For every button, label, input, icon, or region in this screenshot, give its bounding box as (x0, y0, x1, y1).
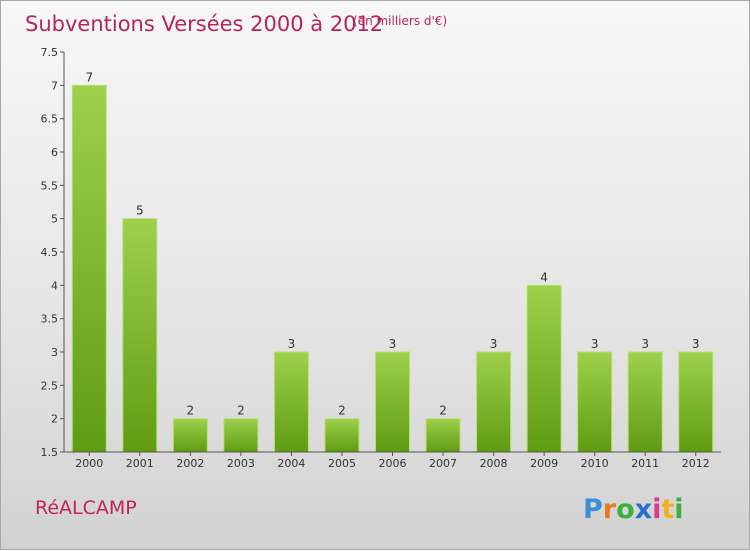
bar-2009 (526, 284, 562, 453)
x-tick-label-2005: 2005 (328, 457, 356, 470)
value-label-2011: 3 (641, 337, 649, 351)
logo-letter: o (616, 494, 635, 525)
value-label-2006: 3 (389, 337, 397, 351)
value-label-2008: 3 (490, 337, 498, 351)
value-label-2005: 2 (338, 404, 346, 418)
y-tick-label: 2 (51, 413, 58, 426)
y-tick-label: 7 (51, 79, 58, 92)
value-label-2000: 7 (85, 70, 93, 84)
value-label-2010: 3 (591, 337, 599, 351)
x-tick-label-2001: 2001 (126, 457, 154, 470)
bar-2001 (122, 218, 158, 453)
x-tick-label-2009: 2009 (530, 457, 558, 470)
x-axis: 2000 2001 2002 2003 2004 2005 2006 2007 2008 2009… (64, 451, 721, 470)
bars: 7 5 2 2 3 2 3 2 3 4 3 3 3 (71, 70, 714, 453)
bar-2012 (678, 351, 714, 453)
y-tick-label: 6.5 (41, 113, 59, 126)
bar-2004 (273, 351, 309, 453)
chart-title: Subventions Versées 2000 à 2012 (25, 12, 383, 36)
bar-2010 (577, 351, 613, 453)
value-label-2002: 2 (187, 404, 195, 418)
x-tick-label-2011: 2011 (631, 457, 659, 470)
y-axis: 1.5 2 2.5 3 3.5 4 4.5 5 5.5 6 6.5 7 7.5 (41, 46, 65, 459)
x-tick-label-2006: 2006 (379, 457, 407, 470)
x-tick-label-2012: 2012 (682, 457, 710, 470)
value-label-2001: 5 (136, 204, 144, 218)
value-label-2003: 2 (237, 404, 245, 418)
value-label-2009: 4 (540, 270, 548, 284)
logo-letter: x (635, 494, 652, 525)
bar-2002 (172, 418, 208, 453)
y-tick-label: 7.5 (41, 46, 59, 59)
bar-2005 (324, 418, 360, 453)
chart-subtitle: (en milliers d'€) (353, 14, 447, 28)
y-tick-label: 4 (51, 279, 58, 292)
y-tick-label: 5 (51, 213, 58, 226)
bar-2011 (627, 351, 663, 453)
bar-2008 (476, 351, 512, 453)
x-tick-label-2003: 2003 (227, 457, 255, 470)
y-tick-label: 2.5 (41, 379, 59, 392)
value-label-2004: 3 (288, 337, 296, 351)
x-tick-label-2007: 2007 (429, 457, 457, 470)
y-tick-label: 5.5 (41, 179, 59, 192)
logo-letter: i (652, 494, 661, 525)
logo-letter: P (583, 494, 603, 525)
value-label-2012: 3 (692, 337, 700, 351)
proxiti-logo: Proxiti (583, 494, 684, 525)
bar-2007 (425, 418, 461, 453)
logo-letter: t (661, 494, 674, 525)
x-tick-label-2002: 2002 (176, 457, 204, 470)
bar-2006 (375, 351, 410, 453)
y-tick-label: 6 (51, 146, 58, 159)
value-label-2007: 2 (439, 404, 447, 418)
x-tick-label-2008: 2008 (480, 457, 508, 470)
y-tick-label: 1.5 (41, 446, 59, 459)
bar-2003 (223, 418, 259, 453)
logo-letter: r (603, 494, 617, 525)
y-tick-label: 4.5 (41, 246, 59, 259)
commune-name: RéALCAMP (35, 497, 137, 519)
logo-letter: i (674, 494, 683, 525)
x-tick-label-2000: 2000 (75, 457, 103, 470)
y-tick-label: 3 (51, 346, 58, 359)
bar-2000 (71, 84, 107, 453)
x-tick-label-2010: 2010 (581, 457, 609, 470)
x-tick-label-2004: 2004 (277, 457, 305, 470)
y-tick-label: 3.5 (41, 313, 59, 326)
